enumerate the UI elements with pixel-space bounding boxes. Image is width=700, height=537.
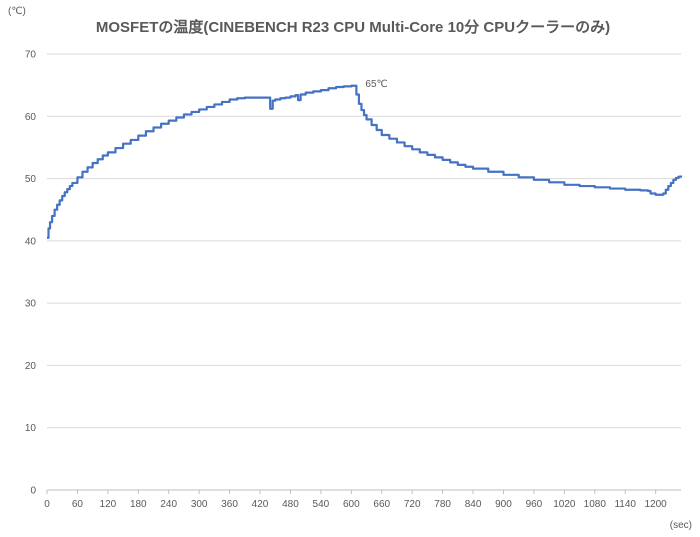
- x-tick-label: 300: [191, 499, 208, 510]
- series-layer: [47, 84, 683, 239]
- gridlines: [47, 53, 681, 429]
- y-tick-label: 70: [25, 50, 37, 61]
- x-tick-label: 0: [44, 499, 50, 510]
- x-tick-label: 60: [72, 499, 84, 510]
- y-tick-label: 0: [30, 486, 36, 497]
- y-tick-label: 50: [25, 174, 37, 185]
- x-tick-label: 240: [160, 499, 177, 510]
- x-axis-unit-label: (sec): [670, 520, 692, 531]
- x-tick-label: 1200: [645, 499, 668, 510]
- annotations: 65℃: [365, 79, 387, 90]
- x-tick-label: 660: [373, 499, 390, 510]
- x-tick-label: 780: [434, 499, 451, 510]
- x-tick-label: 840: [465, 499, 482, 510]
- x-tick-label: 420: [252, 499, 269, 510]
- x-tick-labels: 0 60 120 180 240 300 360 420 480 540 600 660 720 780 8…: [44, 499, 667, 510]
- x-tick-label: 480: [282, 499, 299, 510]
- y-axis-unit-label: (℃): [8, 6, 26, 17]
- x-tick-label: 900: [495, 499, 512, 510]
- x-tick-label: 1140: [614, 499, 636, 510]
- y-tick-labels: 0 10 20 30 40 50 60 70: [25, 50, 37, 497]
- y-tick-label: 60: [25, 112, 37, 123]
- x-tick-label: 720: [404, 499, 421, 510]
- peak-temperature-label: 65℃: [365, 79, 387, 90]
- series-line-0: [47, 84, 683, 239]
- x-tick-label: 540: [313, 499, 330, 510]
- y-tick-label: 30: [25, 299, 37, 310]
- chart-title: MOSFETの温度(CINEBENCH R23 CPU Multi-Core 1…: [96, 18, 610, 36]
- x-tick-label: 1020: [553, 499, 576, 510]
- axes: [46, 489, 681, 494]
- y-tick-label: 20: [25, 361, 37, 372]
- y-tick-label: 40: [25, 236, 37, 247]
- x-tick-label: 180: [130, 499, 147, 510]
- y-tick-label: 10: [25, 423, 37, 434]
- x-tick-label: 960: [526, 499, 543, 510]
- x-tick-label: 360: [221, 499, 238, 510]
- x-tick-label: 120: [100, 499, 117, 510]
- x-tick-label: 600: [343, 499, 360, 510]
- x-tick-label: 1080: [584, 499, 607, 510]
